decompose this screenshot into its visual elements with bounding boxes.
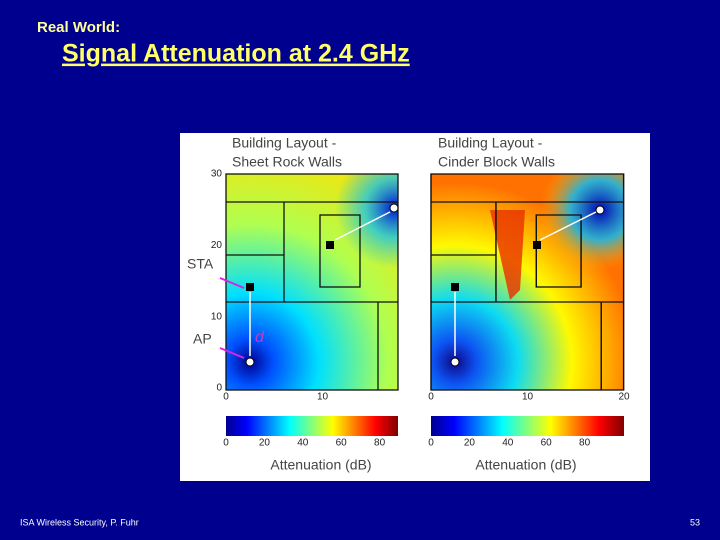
sta-label: STA: [187, 256, 214, 272]
page-number: 53: [690, 517, 700, 527]
colorbar-tick-label: 40: [297, 438, 309, 449]
colorbar-tick-label: 0: [223, 438, 229, 449]
panel-title: Cinder Block Walls: [438, 154, 555, 170]
colorbar-label: Attenuation (dB): [475, 457, 576, 473]
colorbar-label: Attenuation (dB): [270, 457, 371, 473]
colorbar-tick-label: 20: [464, 438, 476, 449]
shadow-region: [490, 210, 525, 300]
colorbar-tick-label: 60: [336, 438, 348, 449]
markers: [219, 203, 605, 367]
distance-label: d: [255, 329, 265, 346]
heatmap-overlay: [431, 174, 624, 390]
colorbar-tick-label: 40: [502, 438, 514, 449]
colorbar: [226, 416, 398, 436]
slide-title: Signal Attenuation at 2.4 GHz: [62, 40, 410, 68]
y-tick-label: 10: [211, 311, 223, 322]
y-tick-label: 0: [216, 383, 222, 394]
x-tick-label: 0: [428, 392, 434, 403]
x-tick-label: 10: [317, 392, 329, 403]
heatmap-overlay: [226, 174, 398, 390]
colorbar-tick-label: 20: [259, 438, 271, 449]
x-tick-label: 10: [522, 392, 534, 403]
figure-text: Building Layout - Sheet Rock Walls 0 10 20 30…: [211, 135, 630, 473]
y-tick-label: 30: [211, 169, 223, 180]
y-tick-label: 20: [211, 240, 223, 251]
x-tick-label: 0: [223, 392, 229, 403]
x-tick-label: 20: [618, 392, 630, 403]
colorbar-tick-label: 80: [579, 438, 591, 449]
kicker: Real World:: [37, 19, 120, 36]
panel-title: Building Layout -: [438, 135, 543, 151]
colorbar-tick-label: 0: [428, 438, 434, 449]
colorbar-tick-label: 60: [541, 438, 553, 449]
colorbar: [431, 416, 624, 436]
panel-title: Building Layout -: [232, 135, 337, 151]
ap-label: AP: [193, 331, 212, 347]
colorbar-tick-label: 80: [374, 438, 386, 449]
footer-left: ISA Wireless Security, P. Fuhr: [20, 517, 139, 527]
panel-title: Sheet Rock Walls: [232, 154, 342, 170]
